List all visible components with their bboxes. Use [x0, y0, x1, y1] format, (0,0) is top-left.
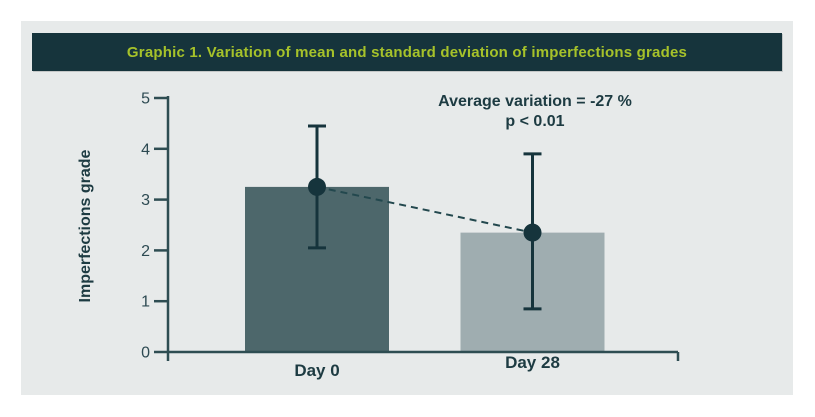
y-tick-label: 2 [141, 243, 150, 260]
annotation-line-2: p < 0.01 [505, 113, 565, 130]
y-tick-label: 3 [141, 192, 150, 209]
x-category-label: Day 0 [294, 361, 339, 380]
y-tick-label: 0 [141, 345, 150, 362]
connector-line [316, 185, 533, 234]
annotation: Average variation = -27 % p < 0.01 [405, 92, 665, 132]
chart-card [21, 21, 793, 395]
y-tick-label: 4 [141, 141, 150, 158]
chart-title: Graphic 1. Variation of mean and standar… [126, 43, 688, 61]
y-tick-label: 1 [141, 294, 150, 311]
x-category-label: Day 28 [505, 353, 560, 372]
mean-marker [308, 177, 326, 196]
annotation-line-1: Average variation = -27 % [438, 93, 632, 110]
y-tick-label: 5 [141, 91, 150, 108]
chart-title-bar: Graphic 1. Variation of mean and standar… [32, 33, 782, 71]
mean-marker [523, 223, 542, 242]
